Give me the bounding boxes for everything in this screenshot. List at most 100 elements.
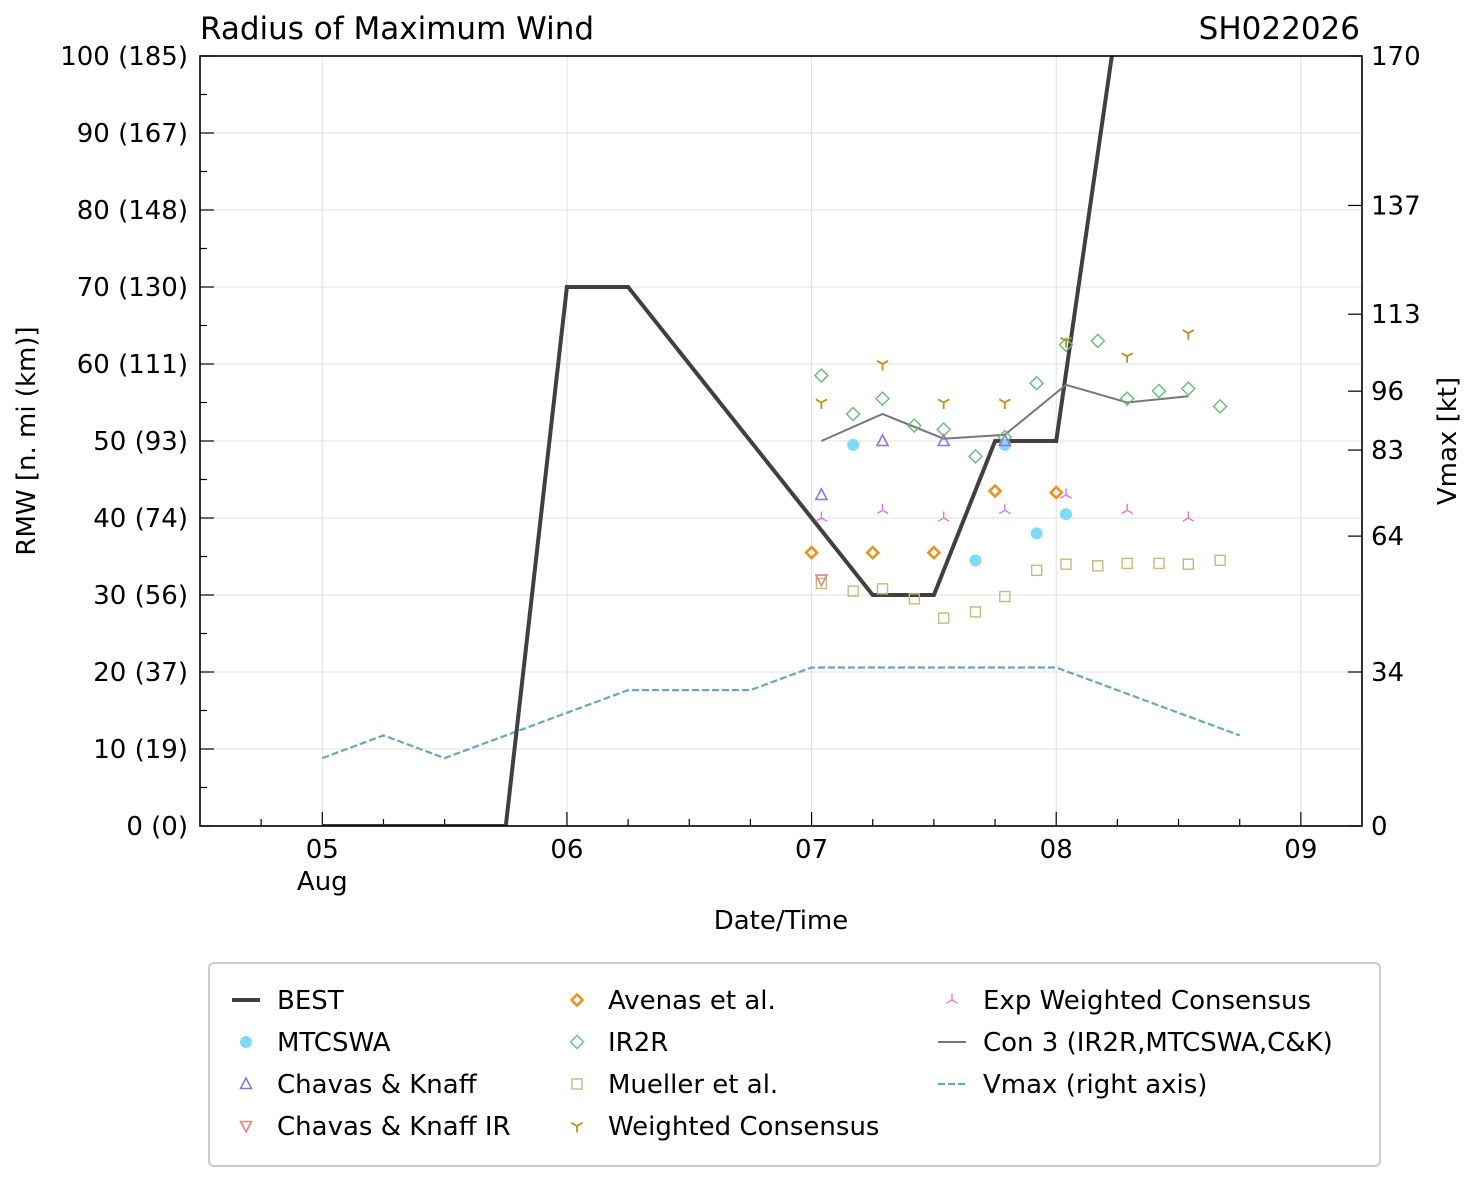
ir2r-point <box>1090 333 1106 349</box>
series-ir2r <box>813 333 1228 464</box>
series-weighted-consensus <box>815 329 1195 409</box>
weighted-consensus-point <box>937 398 950 409</box>
legend-label: Avenas et al. <box>608 986 776 1016</box>
y-tick-label: 100 (185) <box>60 42 188 72</box>
legend-item: Avenas et al. <box>569 986 776 1016</box>
y-tick-label: 40 (74) <box>93 504 188 534</box>
y2-tick-label: 170 <box>1371 42 1421 72</box>
legend-item: BEST <box>232 986 344 1016</box>
y-tick-label: 90 (167) <box>77 119 188 149</box>
y-tick-label: 50 (93) <box>93 427 188 457</box>
exp-weighted-consensus-point <box>1060 488 1072 499</box>
mueller-et-al-point <box>876 583 889 595</box>
chavas-knaff-point <box>998 433 1012 447</box>
legend-swatch <box>946 993 958 1004</box>
series-best <box>322 56 1114 826</box>
x-tick-label: 09 <box>1284 835 1317 865</box>
ir2r-point <box>1151 383 1167 399</box>
weighted-consensus-point <box>1059 336 1073 348</box>
y2-tick-label: 83 <box>1371 436 1404 466</box>
grid <box>200 56 1362 826</box>
legend-label: Vmax (right axis) <box>983 1070 1207 1100</box>
legend-label: BEST <box>277 986 344 1016</box>
ir2r-point <box>1119 391 1135 407</box>
y-tick-label: 20 (37) <box>93 658 188 688</box>
y2-tick-label: 113 <box>1371 300 1421 330</box>
legend-item: Exp Weighted Consensus <box>946 986 1311 1016</box>
mueller-et-al-point <box>1214 554 1226 567</box>
ir2r-point <box>967 448 983 464</box>
ir2r-point <box>813 368 829 384</box>
avenas-et-al-point <box>1048 485 1064 500</box>
mueller-et-al-point <box>969 606 982 618</box>
y2-tick-label: 34 <box>1371 658 1404 688</box>
mueller-et-al-point <box>1030 564 1043 577</box>
mtcswa-point <box>969 554 982 567</box>
legend-swatch <box>240 1036 252 1048</box>
ir2r-point <box>1212 398 1228 414</box>
ir2r-point <box>875 391 891 407</box>
y2-tick-label: 96 <box>1371 377 1404 407</box>
mueller-et-al-point <box>847 585 859 597</box>
y2-tick-label: 0 <box>1371 812 1388 842</box>
exp-weighted-consensus-point <box>876 503 889 515</box>
series-vmax-right-axis <box>321 666 1241 760</box>
ir2r-point <box>1058 337 1074 353</box>
legend-swatch <box>239 1120 253 1134</box>
chavas-knaff-point <box>875 433 890 447</box>
y-tick-label: 10 (19) <box>93 735 188 765</box>
weighted-consensus-point <box>876 360 889 371</box>
y2-axis-label: Vmax [kt] <box>1433 377 1463 505</box>
legend-swatch <box>571 1078 583 1090</box>
series-exp-weighted-consensus <box>815 488 1195 522</box>
legend-item: Con 3 (IR2R,MTCSWA,C&K) <box>938 1028 1333 1058</box>
y-tick-label: 80 (148) <box>77 196 188 226</box>
legend-item: IR2R <box>569 1028 668 1058</box>
axis-ticks: 0 (0) 10 (19) 20 (37) 30 (56) 40 (74) 50 (93)… <box>60 42 1420 897</box>
legend-label: Chavas & Knaff <box>277 1070 478 1100</box>
plot-frame <box>199 55 1363 827</box>
x-tick-label: 06 <box>550 835 583 865</box>
weighted-consensus-point <box>815 398 828 409</box>
avenas-et-al-point <box>926 545 942 560</box>
legend-item: Mueller et al. <box>571 1070 778 1100</box>
legend-item: Chavas & Knaff <box>239 1070 478 1100</box>
legend-item: Weighted Consensus <box>570 1112 879 1142</box>
y2-tick-label: 137 <box>1371 191 1421 221</box>
y-tick-label: 30 (56) <box>93 581 188 611</box>
mueller-et-al-point <box>1153 557 1165 570</box>
exp-weighted-consensus-point <box>937 511 950 522</box>
x-tick-label: 07 <box>795 835 828 865</box>
legend-swatch <box>239 1076 253 1090</box>
ir2r-point <box>1029 375 1045 391</box>
ir2r-point <box>845 406 861 422</box>
mueller-et-al-point <box>908 593 921 605</box>
mueller-et-al-point <box>1182 558 1195 570</box>
mueller-et-al-point <box>999 590 1011 603</box>
weighted-consensus-point <box>1121 352 1134 363</box>
series-chavas-knaff-ir <box>814 574 829 588</box>
legend-label: MTCSWA <box>277 1028 391 1058</box>
legend-item: Vmax (right axis) <box>938 1070 1207 1100</box>
weighted-consensus-point <box>998 398 1011 409</box>
mueller-et-al-point <box>1092 560 1104 572</box>
x-tick-label: 08 <box>1040 835 1073 865</box>
avenas-et-al-point <box>987 483 1003 499</box>
storm-id: SH022026 <box>1199 11 1360 47</box>
legend-label: IR2R <box>608 1028 668 1058</box>
chavas-knaff-ir-point <box>814 574 829 588</box>
y2-tick-label: 64 <box>1371 522 1404 552</box>
chavas-knaff-point <box>936 433 951 447</box>
avenas-et-al-point <box>804 545 819 560</box>
x-axis-label: Date/Time <box>714 906 849 936</box>
chavas-knaff-point <box>814 487 829 501</box>
mueller-et-al-point <box>1060 558 1072 570</box>
mueller-et-al-point <box>815 577 828 590</box>
exp-weighted-consensus-point <box>1182 511 1195 522</box>
x-tick-sublabel: Aug <box>297 867 348 897</box>
legend-item: Chavas & Knaff IR <box>239 1112 511 1142</box>
mueller-et-al-point <box>937 612 950 624</box>
legend-frame <box>208 962 1381 1167</box>
exp-weighted-consensus-point <box>815 511 828 522</box>
